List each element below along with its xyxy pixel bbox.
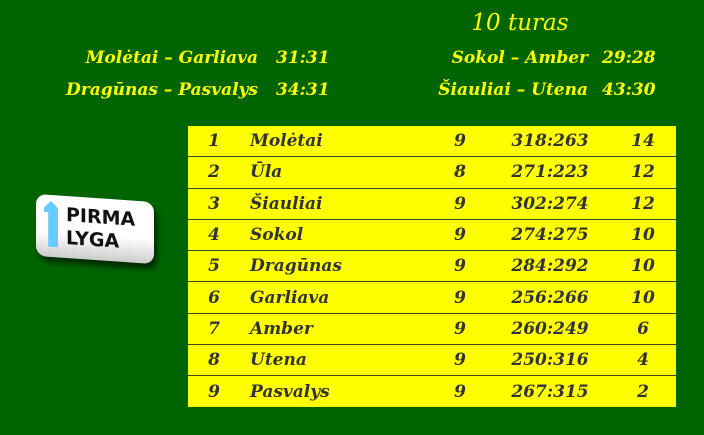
table-row: 1 Molėtai 9 318:263 14	[188, 126, 676, 158]
games-cell: 9	[430, 344, 490, 377]
points-cell: 10	[610, 219, 676, 252]
score-cell: 302:274	[490, 188, 610, 220]
team-cell: Šiauliai	[240, 188, 430, 220]
games-cell: 9	[430, 188, 490, 220]
rank-cell: 3	[188, 188, 240, 220]
match-score: 31:31	[276, 48, 330, 68]
score-cell: 267:315	[511, 381, 589, 402]
table-row: 4 Sokol 9 274:275 10	[188, 219, 676, 252]
standings-table: 1 Molėtai 9 318:263 14 2 Ūla 8 271:223 12 3 Šiaulia…	[188, 126, 676, 407]
team-cell: Garliava	[240, 281, 430, 314]
match-result: Sokol – Amber 29:28	[400, 48, 656, 68]
score-cell: 271:223	[490, 156, 610, 189]
rank-cell: 5	[188, 250, 240, 283]
score-cell: 284:292	[490, 250, 610, 283]
games-cell: 9	[430, 281, 490, 314]
games-cell: 9	[430, 219, 490, 252]
team-cell: Molėtai	[240, 126, 430, 158]
arrow-up-icon	[44, 200, 58, 247]
match-score: 29:28	[602, 48, 656, 68]
score-cell: 260:249	[490, 313, 610, 346]
points-cell: 12	[610, 188, 676, 220]
match-result: Šiauliai – Utena 43:30	[400, 80, 656, 100]
table-row: 5 Dragūnas 9 284:292 10	[188, 250, 676, 283]
match-score: 43:30	[602, 80, 656, 100]
match-teams: Dragūnas – Pasvalys	[66, 80, 258, 100]
points-cell: 2	[637, 381, 649, 402]
team-cell: Dragūnas	[240, 250, 430, 283]
points-cell: 14	[610, 126, 676, 158]
pirma-lyga-logo: PIRMA LYGA	[36, 193, 154, 265]
match-result: Dragūnas – Pasvalys 34:31	[40, 80, 330, 100]
table-row: 7 Amber 9 260:249 6	[188, 313, 676, 346]
round-title: 10 turas	[471, 10, 569, 36]
games-cell: 9	[430, 250, 490, 283]
points-cell: 10	[610, 281, 676, 314]
rank-cell: 7	[188, 313, 240, 346]
team-cell: Ūla	[240, 156, 430, 189]
table-row: 3 Šiauliai 9 302:274 12	[188, 188, 676, 220]
points-cell: 12	[610, 156, 676, 189]
rank-cell: 2	[188, 156, 240, 189]
rank-cell: 6	[188, 281, 240, 314]
table-row: 8 Utena 9 250:316 4	[188, 344, 676, 377]
points-cell: 6	[610, 313, 676, 346]
score-cell: 318:263	[490, 126, 610, 158]
rank-cell: 1	[188, 126, 240, 158]
team-cell: Amber	[240, 313, 430, 346]
team-cell: Sokol	[240, 219, 430, 252]
table-row: 6 Garliava 9 256:266 10	[188, 281, 676, 314]
logo-line2: LYGA	[66, 226, 120, 253]
match-result: Molėtai – Garliava 31:31	[40, 48, 330, 68]
points-cell: 10	[610, 250, 676, 283]
score-cell: 274:275	[490, 219, 610, 252]
games-cell: 9	[430, 126, 490, 158]
table-row: 2 Ūla 8 271:223 12	[188, 156, 676, 189]
games-cell: 8	[430, 156, 490, 189]
games-cell: 9	[454, 381, 466, 402]
team-cell: Utena	[240, 344, 430, 377]
table-row: 9 Pasvalys 9 267:315 2	[188, 376, 676, 407]
match-teams: Molėtai – Garliava	[85, 48, 258, 68]
score-cell: 250:316	[490, 344, 610, 377]
games-cell: 9	[430, 313, 490, 346]
rank-cell: 4	[188, 219, 240, 252]
rank-cell: 8	[188, 344, 240, 377]
rank-cell: 9	[208, 381, 220, 402]
points-cell: 4	[610, 344, 676, 377]
team-cell: Pasvalys	[250, 381, 330, 402]
match-score: 34:31	[276, 80, 330, 100]
match-teams: Šiauliai – Utena	[438, 80, 588, 100]
match-teams: Sokol – Amber	[451, 48, 588, 68]
score-cell: 256:266	[490, 281, 610, 314]
